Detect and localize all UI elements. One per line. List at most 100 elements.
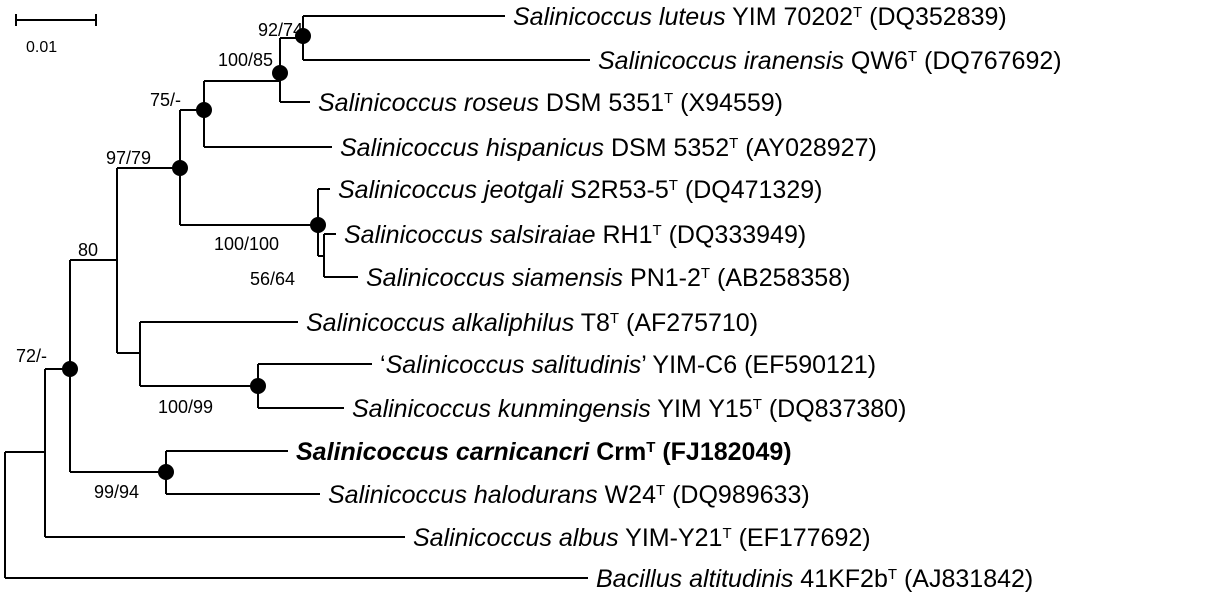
support-value-n_top: 80 (78, 240, 98, 260)
support-value-n_e: 100/100 (214, 234, 279, 254)
tip-label-alkaliphilus: Salinicoccus alkaliphilus T8T (AF275710) (306, 309, 758, 337)
species-name: alkaliphilus (452, 309, 574, 337)
accession-number: (DQ767692) (924, 47, 1062, 75)
genus-name: Salinicoccus (318, 89, 457, 117)
type-strain-superscript: T (722, 525, 731, 542)
tree-nodes (62, 28, 326, 480)
species-name: iranensis (744, 47, 844, 75)
accession-number: (AB258358) (717, 264, 850, 292)
genus-name: Salinicoccus (296, 438, 449, 466)
accession-number: (AF275710) (626, 309, 758, 337)
open-quote: ‘ (380, 351, 386, 379)
strain-name: Crm (596, 438, 646, 466)
tip-label-luteus: Salinicoccus luteus YIM 70202T (DQ352839… (513, 3, 1007, 31)
tip-label-hispanicus: Salinicoccus hispanicus DSM 5352T (AY028… (340, 134, 877, 162)
strain-name: PN1-2 (630, 264, 701, 292)
node-dot-n_i (158, 464, 174, 480)
strain-name: YIM-C6 (652, 351, 737, 379)
genus-name: Salinicoccus (338, 176, 477, 204)
genus-name: Salinicoccus (366, 264, 505, 292)
strain-name: YIM-Y21 (625, 524, 722, 552)
type-strain-superscript: T (610, 310, 619, 327)
strain-name: DSM 5351 (546, 89, 664, 117)
support-value-n_d: 92/74 (258, 20, 303, 40)
tip-label-salitudinis: ‘Salinicoccus salitudinis’ YIM-C6 (EF590… (380, 351, 876, 379)
genus-name: Salinicoccus (598, 47, 737, 75)
species-name: siamensis (512, 264, 623, 292)
strain-name: YIM Y15 (657, 395, 752, 423)
species-name: albus (559, 524, 619, 552)
genus-name: Salinicoccus (386, 351, 525, 379)
accession-number: (EF177692) (739, 524, 871, 552)
support-value-n_f: 56/64 (250, 269, 295, 289)
species-name: kunmingensis (498, 395, 651, 423)
tip-label-kunmingensis: Salinicoccus kunmingensis YIM Y15T (DQ83… (352, 395, 906, 423)
strain-name: W24 (605, 481, 657, 509)
scale-bar: 0.01 (15, 14, 97, 56)
tip-labels: Salinicoccus luteus YIM 70202T (DQ352839… (296, 3, 1062, 593)
close-quote: ’ (641, 351, 646, 379)
support-value-n_b: 75/- (150, 90, 181, 110)
tip-label-carnicancri: Salinicoccus carnicancri CrmT (FJ182049) (296, 438, 792, 466)
genus-name: Salinicoccus (344, 221, 483, 249)
strain-name: YIM 70202 (732, 3, 853, 31)
accession-number: (X94559) (680, 89, 783, 117)
genus-name: Salinicoccus (513, 3, 652, 31)
genus-name: Salinicoccus (413, 524, 552, 552)
tip-label-albus: Salinicoccus albus YIM-Y21T (EF177692) (413, 524, 871, 552)
type-strain-superscript: T (652, 222, 661, 239)
tip-label-roseus: Salinicoccus roseus DSM 5351T (X94559) (318, 89, 783, 117)
species-name: salitudinis (531, 351, 641, 379)
strain-name: 41KF2b (800, 565, 888, 593)
node-dot-n_e (310, 217, 326, 233)
scale-bar-label: 0.01 (26, 39, 57, 56)
type-strain-superscript: T (908, 48, 917, 65)
accession-number: (DQ352839) (869, 3, 1007, 31)
support-value-n_root_in: 72/- (16, 346, 47, 366)
tip-label-iranensis: Salinicoccus iranensis QW6T (DQ767692) (598, 47, 1062, 75)
tree-branches (4, 15, 590, 579)
type-strain-superscript: T (664, 90, 673, 107)
support-values: 72/- 80 97/79 75/- 100/85 92/74 100/100 56/64 10… (16, 20, 303, 502)
node-dot-n_j (62, 361, 78, 377)
species-name: halodurans (474, 481, 598, 509)
tip-label-halodurans: Salinicoccus halodurans W24T (DQ989633) (328, 481, 810, 509)
tip-label-salsiraiae: Salinicoccus salsiraiae RH1T (DQ333949) (344, 221, 806, 249)
genus-name: Salinicoccus (352, 395, 491, 423)
node-dot-n_d (295, 28, 311, 44)
support-value-n_i: 99/94 (94, 482, 139, 502)
node-dot-n_b (196, 102, 212, 118)
support-value-n_c: 100/85 (218, 50, 273, 70)
accession-number: (DQ837380) (769, 395, 907, 423)
type-strain-superscript: T (753, 396, 762, 413)
support-value-n_a: 97/79 (106, 148, 151, 168)
accession-number: (DQ471329) (685, 176, 823, 204)
type-strain-superscript: T (853, 4, 862, 21)
genus-name: Salinicoccus (340, 134, 479, 162)
tip-label-bacillus: Bacillus altitudinis 41KF2bT (AJ831842) (596, 565, 1033, 593)
type-strain-superscript: T (656, 482, 665, 499)
species-name: roseus (464, 89, 539, 117)
type-strain-superscript: T (646, 439, 655, 456)
node-dot-n_a (172, 160, 188, 176)
type-strain-superscript: T (888, 566, 897, 583)
type-strain-superscript: T (701, 265, 710, 282)
accession-number: (AY028927) (745, 134, 877, 162)
accession-number: (DQ989633) (672, 481, 810, 509)
species-name: hispanicus (486, 134, 604, 162)
strain-name: T8 (581, 309, 610, 337)
strain-name: S2R53-5 (570, 176, 669, 204)
tip-label-siamensis: Salinicoccus siamensis PN1-2T (AB258358) (366, 264, 850, 292)
genus-name: Salinicoccus (328, 481, 467, 509)
species-name: jeotgali (481, 176, 565, 204)
species-name: carnicancri (456, 438, 590, 466)
genus-name: Salinicoccus (306, 309, 445, 337)
strain-name: RH1 (602, 221, 652, 249)
type-strain-superscript: T (669, 177, 678, 194)
species-name: luteus (659, 3, 726, 31)
type-strain-superscript: T (729, 135, 738, 152)
strain-name: QW6 (851, 47, 908, 75)
accession-number: (FJ182049) (662, 438, 791, 466)
accession-number: (EF590121) (744, 351, 876, 379)
